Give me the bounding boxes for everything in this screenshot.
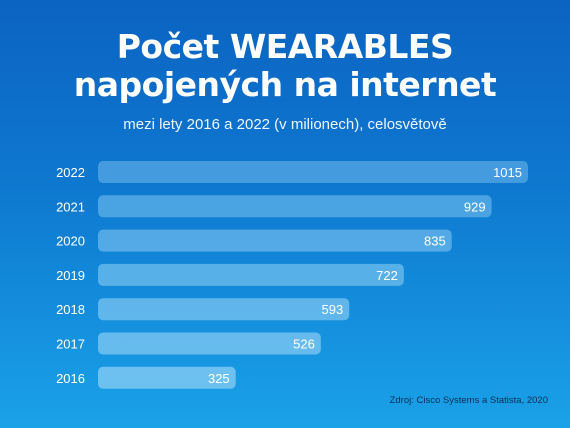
bar-2016 <box>98 366 236 389</box>
bar-2022 <box>98 161 528 183</box>
value-label-2018: 593 <box>322 302 344 317</box>
chart-title: Počet WEARABLES napojených na internet <box>0 28 570 104</box>
bar-2017 <box>98 332 321 355</box>
bar-2018 <box>98 298 350 321</box>
value-label-2021: 929 <box>464 199 486 214</box>
value-label-2020: 835 <box>424 234 446 249</box>
category-label-2018: 2018 <box>56 302 85 317</box>
bar-2021 <box>98 195 492 218</box>
category-label-2016: 2016 <box>56 371 85 386</box>
category-label-2017: 2017 <box>56 337 85 352</box>
title-line-2: napojených na internet <box>73 65 497 104</box>
chart-subtitle: mezi lety 2016 a 2022 (v milionech), cel… <box>123 116 447 133</box>
value-label-2019: 722 <box>376 268 398 283</box>
bar-2020 <box>98 229 452 252</box>
category-label-2021: 2021 <box>56 199 85 214</box>
category-label-2019: 2019 <box>56 268 85 283</box>
value-label-2016: 325 <box>208 371 230 386</box>
title-line-1: Počet WEARABLES <box>116 27 454 66</box>
source-note: Zdroj: Cisco Systems a Statista, 2020 <box>389 395 548 406</box>
value-label-2017: 526 <box>293 337 315 352</box>
category-label-2022: 2022 <box>56 165 85 180</box>
bar-2019 <box>98 263 404 286</box>
category-label-2020: 2020 <box>56 234 85 249</box>
value-label-2022: 1015 <box>493 165 522 180</box>
